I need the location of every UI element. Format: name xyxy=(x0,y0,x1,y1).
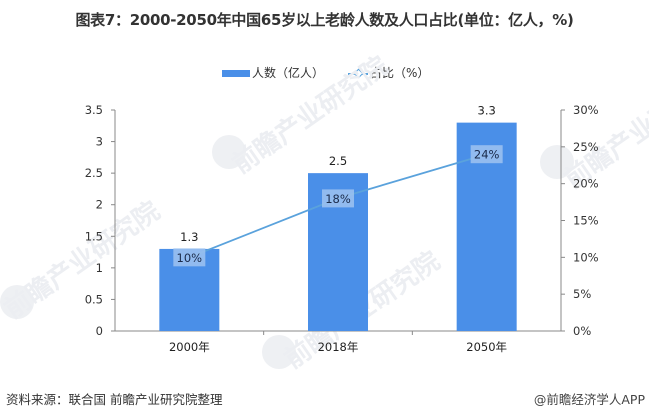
right-axis-tick-label: 25% xyxy=(573,140,599,154)
bar-value-label: 3.3 xyxy=(478,104,496,118)
legend: 人数（亿人） 占比（%） xyxy=(0,64,649,80)
right-axis-tick-label: 0% xyxy=(573,324,591,338)
left-axis-tick-label: 1.5 xyxy=(85,229,103,243)
legend-bar-label: 人数（亿人） xyxy=(252,66,325,80)
right-axis-tick-label: 15% xyxy=(573,214,599,228)
pct-value-label: 24% xyxy=(474,148,500,162)
pct-value-label: 10% xyxy=(177,251,203,265)
legend-line-label: 占比（%） xyxy=(370,66,430,80)
left-axis-tick-label: 1 xyxy=(96,261,103,275)
left-axis-tick-label: 3.5 xyxy=(85,103,103,117)
chart-title: 图表7：2000-2050年中国65岁以上老龄人数及人口占比(单位：亿人，%) xyxy=(75,11,574,29)
right-axis-tick-label: 30% xyxy=(573,103,599,117)
credit-note: @前瞻经济学人APP xyxy=(533,392,645,407)
right-axis-tick-label: 10% xyxy=(573,250,599,264)
left-axis-tick-label: 2 xyxy=(96,198,103,212)
source-note: 资料来源：联合国 前瞻产业研究院整理 xyxy=(6,392,223,407)
left-axis-tick-label: 3 xyxy=(96,135,103,149)
pct-label-bg xyxy=(322,189,354,208)
pct-value-label: 18% xyxy=(325,192,351,206)
x-axis-category-label: 2000年 xyxy=(169,340,210,354)
right-axis-tick-label: 20% xyxy=(573,177,599,191)
pct-label-bg xyxy=(173,248,206,267)
bar-value-label: 1.3 xyxy=(180,230,198,244)
pct-label-bg xyxy=(470,145,503,164)
left-axis-tick-label: 2.5 xyxy=(85,166,103,180)
bar-value-label: 2.5 xyxy=(329,154,347,168)
x-axis-category-label: 2050年 xyxy=(466,340,507,354)
legend-bar-swatch xyxy=(222,70,250,77)
left-axis-tick-label: 0.5 xyxy=(85,292,103,306)
left-axis-tick-label: 0 xyxy=(96,324,103,338)
right-axis-tick-label: 5% xyxy=(573,287,591,301)
x-axis-category-label: 2018年 xyxy=(318,340,359,354)
